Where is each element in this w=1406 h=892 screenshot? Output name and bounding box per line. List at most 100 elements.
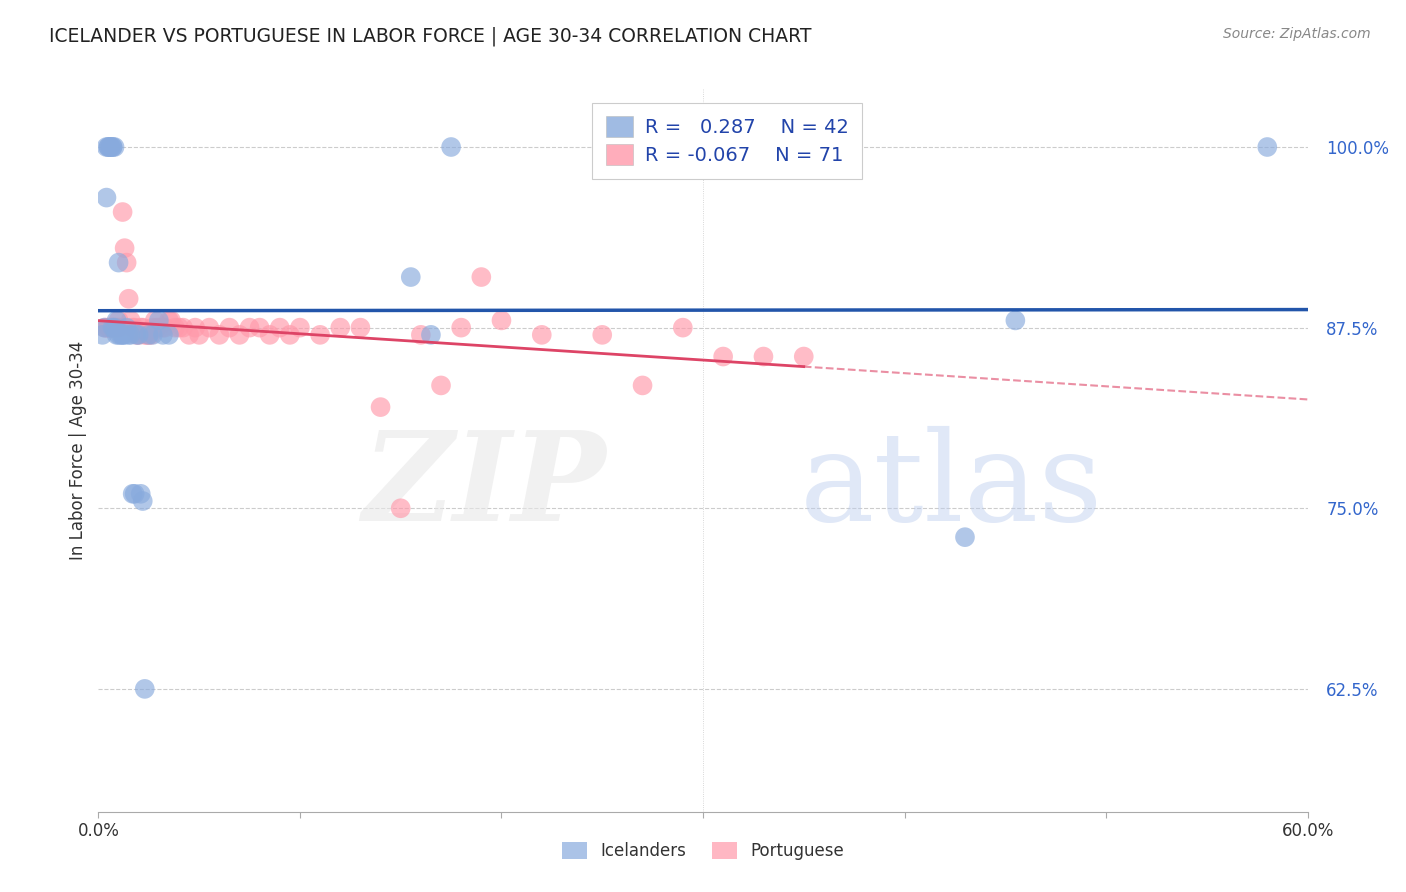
Text: Source: ZipAtlas.com: Source: ZipAtlas.com: [1223, 27, 1371, 41]
Point: [208, 327, 231, 342]
Point: [172, 320, 194, 334]
Text: ICELANDER VS PORTUGUESE IN LABOR FORCE | AGE 30-34 CORRELATION CHART: ICELANDER VS PORTUGUESE IN LABOR FORCE |…: [49, 27, 811, 46]
Point: [107, 313, 129, 327]
Point: [100, 320, 122, 334]
Point: [105, 320, 128, 334]
Point: [96, 191, 118, 205]
Point: [259, 327, 281, 342]
Point: [101, 320, 124, 334]
Point: [129, 487, 152, 501]
Point: [530, 327, 553, 342]
Point: [118, 327, 141, 342]
Point: [132, 494, 155, 508]
Point: [128, 327, 150, 342]
Point: [188, 327, 211, 342]
Y-axis label: In Labor Force | Age 30-34: In Labor Force | Age 30-34: [69, 341, 87, 560]
Point: [152, 320, 174, 334]
Point: [389, 501, 412, 516]
Point: [672, 320, 695, 334]
Point: [97, 140, 120, 154]
Point: [120, 327, 142, 342]
Point: [440, 140, 463, 154]
Point: [103, 320, 125, 334]
Point: [139, 327, 162, 342]
Point: [160, 313, 183, 327]
Point: [107, 255, 129, 269]
Point: [288, 320, 311, 334]
Point: [101, 320, 124, 334]
Point: [138, 327, 160, 342]
Point: [153, 320, 176, 334]
Point: [91, 327, 114, 342]
Point: [157, 313, 180, 327]
Point: [184, 320, 207, 334]
Point: [100, 140, 122, 154]
Point: [218, 320, 240, 334]
Point: [138, 327, 160, 342]
Point: [591, 327, 613, 342]
Point: [110, 320, 132, 334]
Point: [121, 487, 143, 501]
Point: [228, 327, 250, 342]
Text: atlas: atlas: [800, 426, 1104, 547]
Point: [101, 140, 124, 154]
Point: [111, 205, 134, 219]
Point: [103, 320, 125, 334]
Point: [111, 327, 134, 342]
Point: [124, 320, 146, 334]
Point: [135, 327, 157, 342]
Point: [752, 350, 775, 364]
Point: [143, 313, 166, 327]
Point: [93, 320, 115, 334]
Point: [631, 378, 654, 392]
Point: [953, 530, 976, 544]
Point: [115, 255, 138, 269]
Point: [1004, 313, 1026, 327]
Point: [124, 487, 146, 501]
Point: [97, 140, 120, 154]
Point: [129, 320, 152, 334]
Point: [115, 320, 138, 334]
Point: [101, 320, 124, 334]
Point: [349, 320, 371, 334]
Point: [107, 320, 129, 334]
Point: [420, 327, 443, 342]
Point: [97, 320, 120, 334]
Point: [450, 320, 472, 334]
Point: [1256, 140, 1278, 154]
Point: [120, 313, 142, 327]
Point: [105, 313, 128, 327]
Point: [148, 320, 170, 334]
Point: [118, 292, 141, 306]
Point: [134, 681, 156, 696]
Point: [793, 350, 815, 364]
Point: [105, 327, 128, 342]
Point: [110, 327, 132, 342]
Point: [430, 378, 453, 392]
Point: [97, 320, 120, 334]
Point: [179, 327, 201, 342]
Point: [399, 270, 422, 285]
Point: [711, 350, 734, 364]
Point: [146, 320, 169, 334]
Point: [370, 400, 392, 414]
Point: [157, 327, 180, 342]
Point: [148, 313, 170, 327]
Point: [142, 327, 165, 342]
Point: [278, 327, 301, 342]
Point: [100, 140, 122, 154]
Legend: Icelanders, Portuguese: Icelanders, Portuguese: [554, 834, 852, 869]
Point: [114, 327, 136, 342]
Point: [105, 320, 128, 334]
Point: [249, 320, 271, 334]
Point: [96, 320, 118, 334]
Point: [269, 320, 291, 334]
Point: [167, 320, 190, 334]
Point: [111, 327, 134, 342]
Point: [121, 320, 143, 334]
Point: [491, 313, 513, 327]
Text: ZIP: ZIP: [363, 425, 606, 548]
Point: [132, 320, 155, 334]
Point: [96, 140, 118, 154]
Point: [152, 327, 174, 342]
